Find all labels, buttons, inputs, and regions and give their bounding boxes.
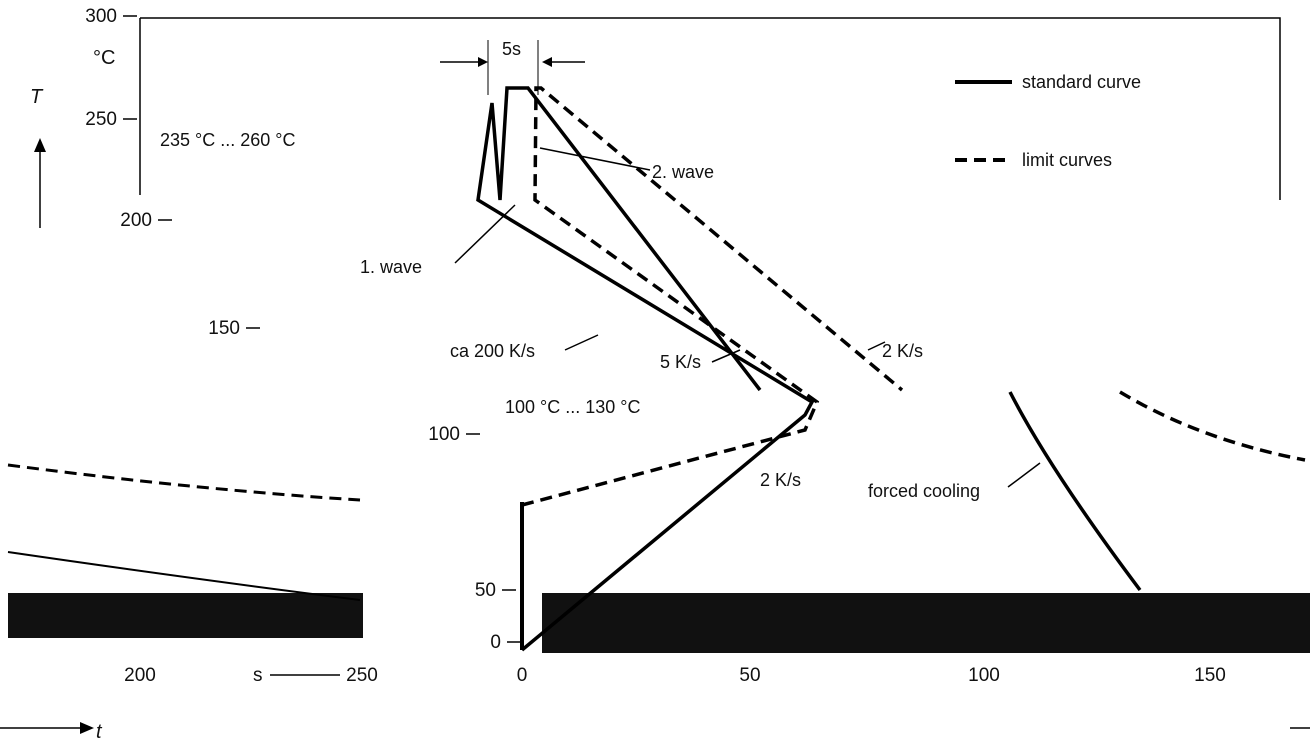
- x-tick-label: 0: [517, 665, 528, 686]
- x-tick-label: 50: [739, 665, 760, 686]
- forced-cooling-label: forced cooling: [868, 481, 980, 501]
- peak-range-label: 235 °C ... 260 °C: [160, 130, 295, 150]
- x-tick-label: 250: [346, 665, 378, 686]
- legend: standard curve limit curves: [955, 72, 1141, 170]
- annotation-leader: [454, 204, 516, 264]
- rate4-label: 2 K/s: [760, 470, 801, 490]
- axes: 300 250 200 150 100 50 00 50 100 150 200 250: [0, 6, 1310, 734]
- y-axis-arrow-head: [34, 138, 46, 152]
- annotation-leader: [711, 349, 741, 363]
- cooling-limit-curve: [1119, 390, 1306, 462]
- x-axis-symbol: t: [96, 721, 103, 742]
- legend-limit-label: limit curves: [1022, 150, 1112, 170]
- x-tick-label: 150: [1194, 665, 1226, 686]
- y-axis-symbol: T: [30, 86, 44, 108]
- lower-band-left: [8, 593, 363, 638]
- dwell-time-label: 5s: [502, 39, 521, 59]
- x-tick-label: 100: [968, 665, 1000, 686]
- rate3-label: 2 K/s: [882, 341, 923, 361]
- dwell-arrowhead-right: [542, 57, 552, 67]
- annotation-leader: [564, 334, 599, 351]
- y-tick-label: 250: [85, 109, 117, 130]
- lower-band-right: [542, 593, 1310, 653]
- series-layer: [7, 86, 1306, 652]
- y-axis-unit: °C: [93, 47, 115, 69]
- y-tick-label: 150: [208, 318, 240, 339]
- y-tick-label: 100: [428, 424, 460, 445]
- wave1-label: 1. wave: [360, 257, 422, 277]
- annotation-leader: [867, 341, 886, 351]
- series-line-standard: [476, 86, 815, 652]
- rate1-label: ca 200 K/s: [450, 341, 535, 361]
- plot-frame: [140, 17, 1281, 200]
- legend-standard-label: standard curve: [1022, 72, 1141, 92]
- annotation-layer: [440, 40, 1041, 488]
- annotation-leader: [1007, 462, 1041, 488]
- rate2-label: 5 K/s: [660, 352, 701, 372]
- y-tick-label: 300: [85, 6, 117, 27]
- x-tick-label: 200: [124, 665, 156, 686]
- wave2-label: 2. wave: [652, 162, 714, 182]
- y-tick-label: 50: [475, 580, 496, 601]
- annotation-leader: [539, 147, 651, 171]
- x-axis-unit: s: [253, 665, 263, 686]
- preheat-range-label: 100 °C ... 130 °C: [505, 397, 640, 417]
- dwell-arrowhead-left: [478, 57, 488, 67]
- y-tick-label: 200: [120, 210, 152, 231]
- left-limit-curve: [7, 463, 361, 502]
- y-tick-label: 0: [490, 632, 501, 653]
- series-line-limit: [521, 86, 904, 507]
- cooling-curve: [1008, 391, 1142, 592]
- left-standard-curve: [7, 551, 361, 601]
- x-axis-arrow-head: [80, 722, 94, 734]
